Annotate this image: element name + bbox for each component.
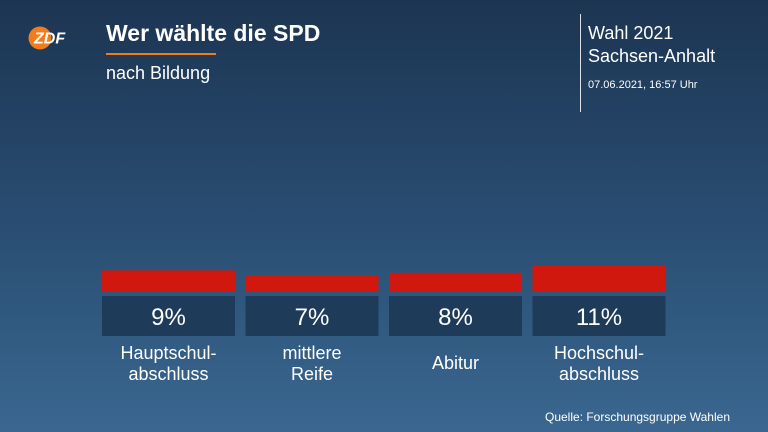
election-year: Wahl 2021 [588,23,674,43]
title-underline [106,53,216,55]
value-box [532,296,666,336]
bar [102,270,235,292]
category-label: Abitur [432,353,479,373]
category-label: Hochschul- [554,343,644,363]
election-region: Sachsen-Anhalt [588,46,716,66]
category-label: abschluss [559,364,639,384]
zdf-logo-circle [28,26,52,50]
category-label: Hauptschul- [120,343,216,363]
zdf-logo-text: ZDF [33,31,66,48]
bar [245,275,379,292]
zdf-logo: ZDF [28,26,66,50]
chart-title: Wer wählte die SPD [106,20,321,46]
election-info: Wahl 2021 Sachsen-Anhalt [588,22,715,68]
source-note: Quelle: Forschungsgruppe Wahlen [545,410,730,424]
data-label: 11% [576,304,622,331]
category-label: mittlere [282,343,341,363]
timestamp: 07.06.2021, 16:57 Uhr [588,79,698,91]
value-box [389,296,522,336]
bar [389,272,522,292]
data-label: 8% [438,304,473,331]
data-label: 9% [151,304,186,331]
chart-subtitle: nach Bildung [106,63,211,83]
value-box [102,296,235,336]
category-label: abschluss [128,364,208,384]
category-label: Reife [291,364,333,384]
data-label: 7% [295,304,330,331]
bar [532,265,666,292]
value-box [245,296,379,336]
header-divider [580,14,581,112]
